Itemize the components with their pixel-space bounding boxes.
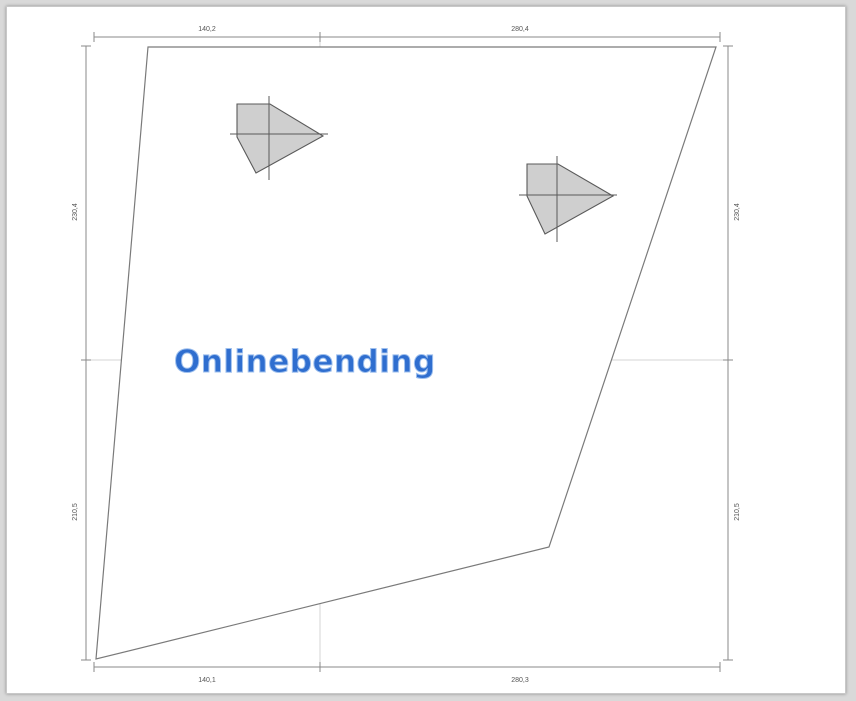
dim-right-upper: 230,4 (734, 203, 741, 221)
dim-top-left: 140,2 (198, 26, 216, 33)
cutout-right (519, 156, 617, 242)
top-dimension (93, 32, 721, 42)
dim-left-upper: 230,4 (72, 203, 79, 221)
bottom-dimension (93, 662, 721, 672)
dim-bottom-left: 140,1 (198, 677, 216, 684)
watermark-logo: Onlinebending (174, 344, 436, 380)
cutout-left (230, 96, 328, 180)
dim-bottom-right: 280,3 (511, 677, 529, 684)
right-dimension (723, 45, 733, 661)
dim-right-lower: 210,5 (734, 503, 741, 521)
left-dimension (81, 45, 91, 661)
dim-top-right: 280,4 (511, 26, 529, 33)
dim-left-lower: 210,5 (72, 503, 79, 521)
